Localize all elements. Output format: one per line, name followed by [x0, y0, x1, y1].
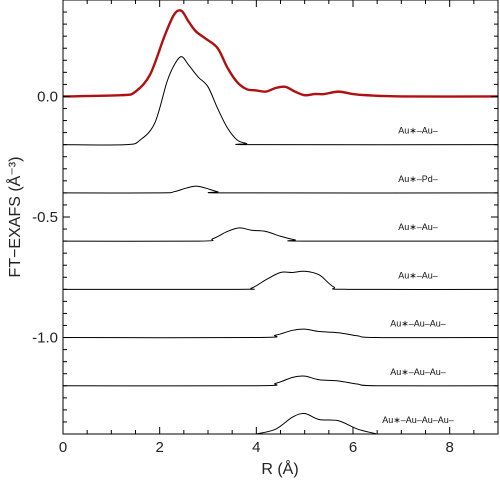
path-label: Au∗–Au–Au–Au– — [382, 415, 454, 425]
x-axis-ticks: 0 2 4 6 8 — [59, 0, 499, 456]
plot-frame — [62, 0, 499, 435]
scattering-path-curve-6 — [63, 375, 498, 387]
scattering-path-curve-1 — [63, 56, 498, 146]
scattering-path-curve-7 — [256, 412, 378, 434]
y-tick-label: -0.5 — [32, 209, 58, 226]
path-label: Au∗–Au–Au– — [390, 319, 446, 329]
x-tick-label: 2 — [155, 439, 163, 456]
y-tick-label: 0.0 — [37, 88, 58, 105]
x-tick-label: 0 — [59, 439, 67, 456]
x-tick-label: 8 — [445, 439, 453, 456]
path-label: Au∗–Au– — [398, 222, 438, 232]
path-label: Au∗–Pd– — [398, 174, 438, 184]
y-axis-ticks: 0.0 -0.5 -1.0 — [32, 0, 498, 435]
scattering-path-curve-4 — [63, 270, 498, 291]
path-labels: Au∗–Au–Au∗–Pd–Au∗–Au–Au∗–Au–Au∗–Au–Au–Au… — [382, 126, 454, 425]
scattering-path-curve-3 — [63, 227, 498, 242]
plot-curves — [63, 9, 498, 434]
y-axis-title: FT−EXAFS (Å⁻³) — [5, 157, 24, 278]
scattering-path-curve-2 — [63, 185, 498, 194]
scattering-path-curve-5 — [63, 328, 498, 339]
path-label: Au∗–Au–Au– — [390, 367, 446, 377]
path-label: Au∗–Au– — [398, 126, 438, 136]
path-label: Au∗–Au– — [398, 270, 438, 280]
x-axis-title: R (Å) — [261, 459, 298, 478]
x-tick-label: 4 — [252, 439, 260, 456]
y-tick-label: -1.0 — [32, 330, 58, 347]
experimental-curve — [63, 9, 498, 98]
x-tick-label: 6 — [349, 439, 357, 456]
